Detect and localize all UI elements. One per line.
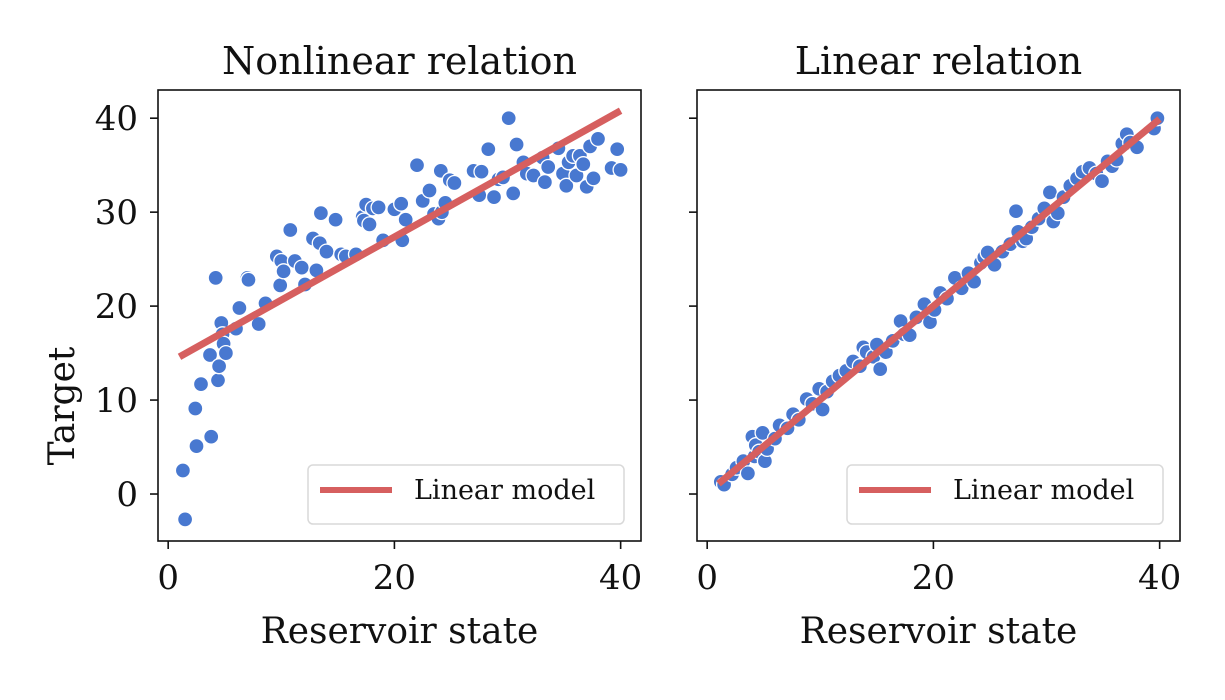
scatter-point bbox=[508, 136, 525, 153]
scatter-point bbox=[188, 437, 205, 455]
scatter-point bbox=[1041, 184, 1059, 201]
scatter-point bbox=[282, 221, 299, 239]
scatter-point bbox=[209, 372, 227, 389]
scatter-point bbox=[408, 157, 426, 174]
scatter-point bbox=[327, 211, 344, 228]
scatter-point bbox=[393, 195, 410, 212]
x-tick-label: 0 bbox=[696, 558, 718, 598]
chart-panel-linear: Linear relation 0 20 40 Reservoir state Li… bbox=[689, 39, 1181, 652]
x-tick-label: 20 bbox=[912, 558, 955, 598]
scatter-point bbox=[480, 141, 497, 158]
scatter-point bbox=[370, 199, 387, 216]
y-axis-ticks bbox=[689, 117, 697, 495]
y-axis-ticks: 0 10 20 30 40 bbox=[95, 99, 158, 515]
plot-frame bbox=[157, 89, 642, 542]
scatter-point bbox=[272, 277, 289, 294]
scatter-point bbox=[589, 130, 607, 148]
x-tick-label: 40 bbox=[599, 558, 642, 598]
scatter-point bbox=[558, 177, 575, 194]
scatter-point bbox=[176, 511, 194, 528]
legend: Linear model bbox=[846, 464, 1164, 525]
legend-label-linear-model: Linear model bbox=[953, 475, 1134, 506]
scatter-point bbox=[446, 174, 463, 192]
scatter-point bbox=[207, 269, 224, 287]
plot-marks bbox=[174, 107, 629, 528]
scatter-point bbox=[1093, 172, 1111, 190]
legend-box bbox=[307, 464, 625, 525]
x-tick-label: 40 bbox=[1138, 558, 1181, 598]
y-tick-label: 10 bbox=[95, 381, 138, 421]
x-tick-label: 20 bbox=[373, 558, 416, 598]
scatter-point bbox=[201, 346, 219, 364]
scatter-point bbox=[500, 110, 517, 127]
chart-panel-nonlinear: Nonlinear relation 0 20 40 0 10 20 30 40 Reser… bbox=[42, 39, 642, 652]
scatter-point bbox=[872, 360, 889, 378]
scatter-point bbox=[585, 170, 602, 187]
scatter-point bbox=[505, 185, 522, 202]
scatter-point bbox=[203, 428, 220, 445]
plot-marks bbox=[712, 110, 1166, 493]
scatter-point bbox=[421, 182, 438, 199]
scatter-point bbox=[187, 400, 204, 417]
linear-model-line bbox=[716, 116, 1162, 487]
scatter-point bbox=[312, 204, 330, 222]
chart-title: Nonlinear relation bbox=[222, 39, 577, 83]
scatter-point bbox=[318, 243, 335, 260]
y-axis-label: Target bbox=[42, 346, 83, 465]
x-axis-label: Reservoir state bbox=[261, 611, 539, 652]
legend-label-linear-model: Linear model bbox=[414, 475, 595, 506]
scatter-point bbox=[240, 271, 257, 288]
scatter-point bbox=[361, 216, 378, 233]
plot-frame bbox=[696, 89, 1181, 542]
scatter-point bbox=[473, 163, 490, 180]
chart-title: Linear relation bbox=[795, 39, 1083, 83]
scatter-point bbox=[612, 161, 629, 179]
scatter-point bbox=[739, 465, 757, 482]
x-axis-label: Reservoir state bbox=[800, 611, 1078, 652]
y-tick-label: 20 bbox=[95, 287, 138, 327]
legend-box bbox=[846, 464, 1164, 525]
scatter-point bbox=[609, 141, 626, 158]
y-tick-label: 40 bbox=[95, 99, 138, 139]
y-tick-label: 30 bbox=[95, 193, 138, 233]
scatter-point bbox=[275, 263, 292, 280]
scatter-point bbox=[174, 462, 192, 479]
scatter-point bbox=[217, 344, 235, 362]
scatter-point bbox=[293, 259, 310, 276]
scatter-point bbox=[540, 158, 557, 176]
y-tick-label: 0 bbox=[116, 475, 138, 515]
scatter-point bbox=[485, 188, 503, 206]
x-axis-ticks: 0 20 40 bbox=[157, 541, 642, 598]
scatter-point bbox=[210, 358, 228, 375]
scatter-point bbox=[575, 156, 592, 173]
scatter-point bbox=[231, 299, 248, 317]
linear-model-line bbox=[177, 107, 623, 360]
x-axis-ticks: 0 20 40 bbox=[696, 541, 1181, 598]
scatter-point bbox=[192, 375, 210, 393]
x-tick-label: 0 bbox=[157, 558, 179, 598]
scatter-point bbox=[536, 173, 554, 191]
legend: Linear model bbox=[307, 464, 625, 525]
scatter-point bbox=[1007, 203, 1025, 220]
